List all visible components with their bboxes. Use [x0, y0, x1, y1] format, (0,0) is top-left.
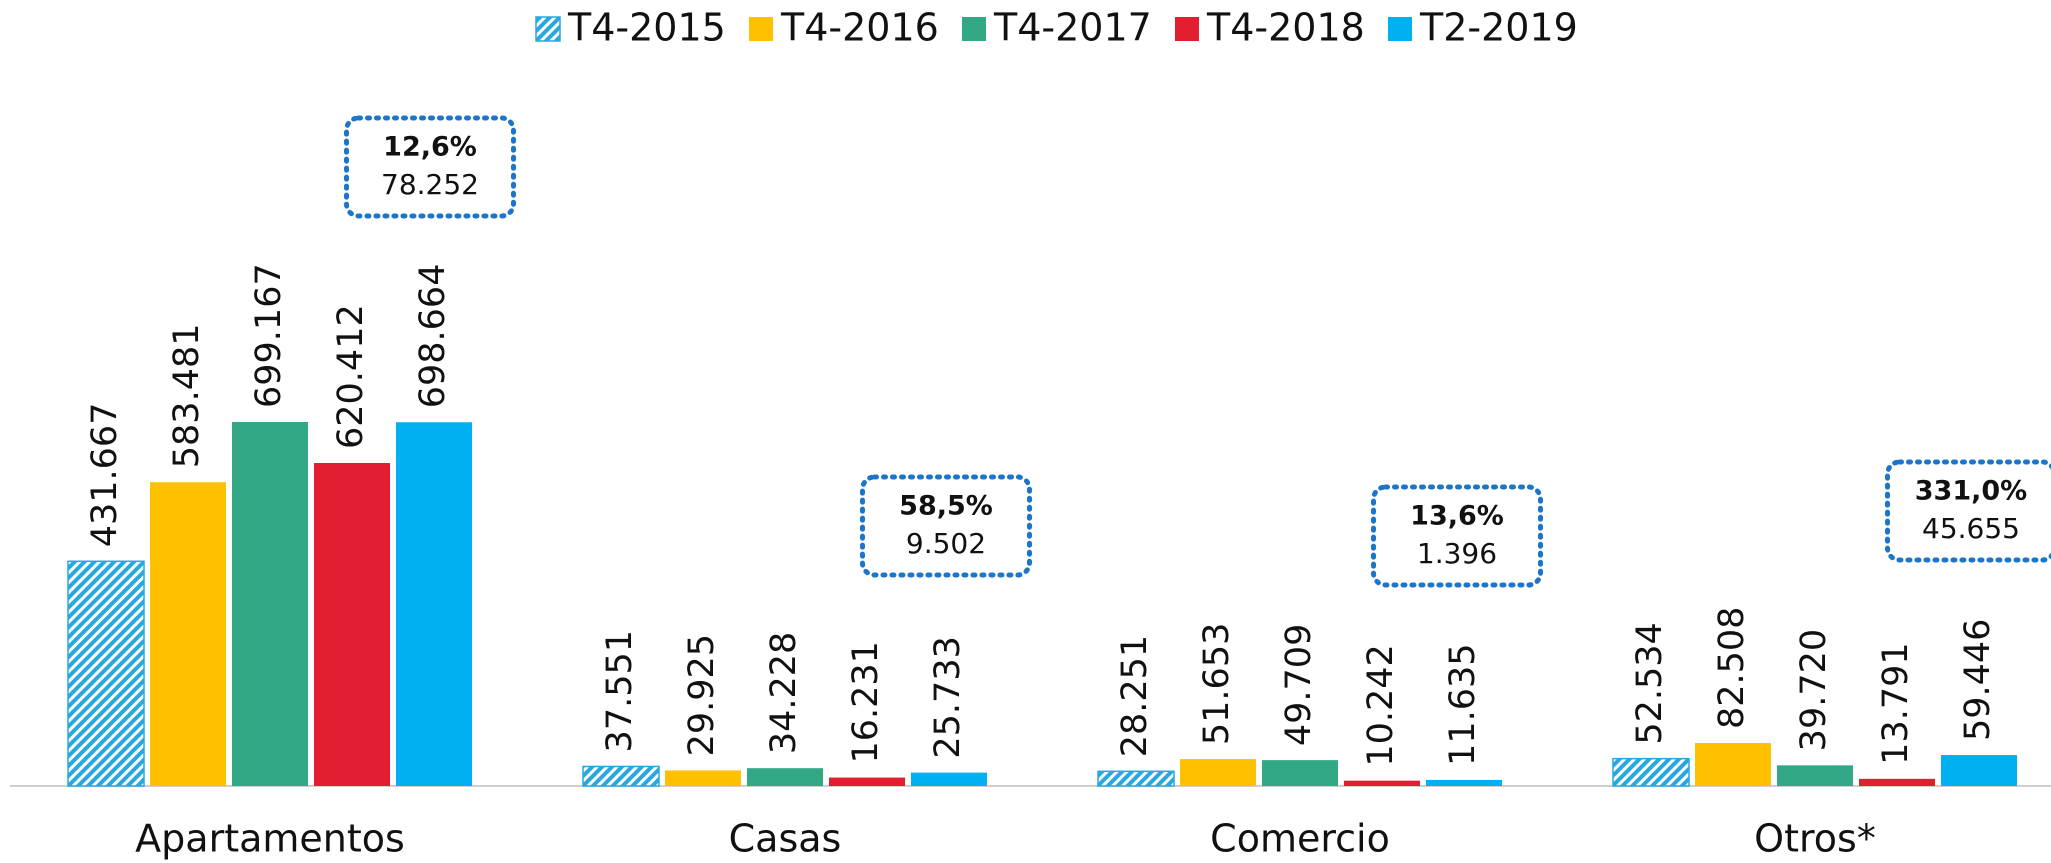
bar: [314, 463, 390, 786]
bar: [911, 772, 987, 786]
annotation-box: [1371, 484, 1543, 588]
bar: [67, 560, 145, 787]
legend-label: T2-2019: [1419, 6, 1578, 50]
value-label: 37.551: [600, 630, 640, 752]
bar: [1941, 755, 2017, 786]
category-label: Otros*: [1754, 817, 1876, 861]
annotation-box: [1885, 459, 2051, 563]
value-label: 52.534: [1630, 622, 1670, 744]
bar: [582, 765, 660, 787]
bar: [1695, 743, 1771, 786]
category-label: Apartamentos: [135, 817, 405, 861]
value-label: 51.653: [1197, 623, 1237, 745]
annotation-percent: 12,6%: [383, 132, 477, 163]
category-label: Casas: [729, 817, 842, 861]
legend-swatch: [1388, 17, 1412, 41]
bar: [665, 770, 741, 786]
annotation-box: [860, 474, 1032, 578]
value-label: 13.791: [1876, 642, 1916, 764]
annotation-value: 1.396: [1417, 537, 1497, 570]
bar: [1180, 759, 1256, 786]
bar: [150, 482, 226, 786]
value-label: 431.667: [85, 403, 125, 548]
annotation-value: 45.655: [1922, 512, 2020, 545]
bar: [1777, 765, 1853, 786]
bar: [1097, 770, 1175, 787]
bar: [396, 422, 472, 786]
legend-swatch: [749, 17, 773, 41]
bar: [1262, 760, 1338, 786]
bar: [1859, 778, 1935, 786]
legend-label: T4-2017: [993, 6, 1152, 50]
annotation-percent: 58,5%: [899, 491, 993, 522]
value-label: 699.167: [249, 263, 289, 408]
legend-label: T4-2016: [780, 6, 939, 50]
legend-swatch: [1175, 17, 1199, 41]
value-label: 25.733: [928, 636, 968, 758]
value-label: 82.508: [1712, 607, 1752, 729]
annotation-value: 9.502: [906, 527, 986, 560]
bar: [1426, 779, 1502, 786]
legend-swatch: [535, 16, 561, 42]
bar: [1612, 757, 1690, 787]
value-label: 34.228: [764, 632, 804, 754]
legend-swatch: [962, 17, 986, 41]
bar: [232, 422, 308, 786]
bar: [1344, 780, 1420, 786]
legend-label: T4-2018: [1206, 6, 1365, 50]
value-label: 11.635: [1443, 643, 1483, 765]
annotation-box: [344, 115, 516, 219]
value-label: 10.242: [1361, 644, 1401, 766]
value-label: 698.664: [413, 264, 453, 409]
value-label: 16.231: [846, 641, 886, 763]
value-label: 49.709: [1279, 624, 1319, 746]
bar: [829, 777, 905, 786]
annotation-value: 78.252: [381, 168, 479, 201]
legend-label: T4-2015: [567, 6, 726, 50]
value-label: 620.412: [331, 304, 371, 449]
value-label: 39.720: [1794, 629, 1834, 751]
bar: [747, 768, 823, 786]
category-label: Comercio: [1210, 817, 1390, 861]
annotation-percent: 331,0%: [1915, 476, 2027, 507]
value-label: 28.251: [1115, 635, 1155, 757]
value-label: 59.446: [1958, 619, 1998, 741]
annotation-percent: 13,6%: [1410, 501, 1504, 532]
value-label: 29.925: [682, 634, 722, 756]
value-label: 583.481: [167, 323, 207, 468]
